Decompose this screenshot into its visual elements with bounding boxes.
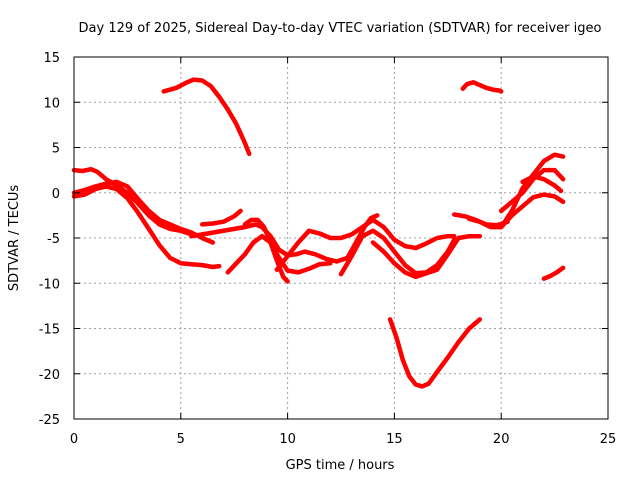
data-series-arc-2 — [460, 80, 504, 94]
x-tick-label: 10 — [279, 432, 296, 447]
y-tick-label: 10 — [43, 96, 60, 111]
data-series-arc-17 — [498, 192, 566, 230]
data-series-arc-19 — [541, 265, 566, 281]
y-axis-label: SDTVAR / TECUs — [7, 185, 22, 292]
y-tick-label: -20 — [39, 368, 60, 383]
x-axis-label: GPS time / hours — [286, 458, 395, 473]
series-group — [71, 77, 566, 389]
data-series-arc-5 — [71, 184, 222, 270]
data-series-arc-16 — [498, 167, 566, 214]
y-tick-label: -25 — [39, 413, 60, 428]
chart-title: Day 129 of 2025, Sidereal Day-to-day VTE… — [79, 21, 602, 36]
data-series-arc-1 — [161, 77, 252, 157]
y-tick-label: 0 — [52, 187, 60, 202]
axis-ticks: 0 5 10 15 20 25 -25 -20 -15 -10 -5 0 5 10 15 — [39, 51, 617, 447]
data-series-arc-6 — [199, 208, 243, 227]
y-tick-label: 15 — [43, 51, 60, 66]
data-series-arc-4 — [71, 179, 216, 245]
data-series-arc-10 — [274, 217, 457, 272]
y-tick-label: -10 — [39, 277, 60, 292]
x-tick-label: 25 — [600, 432, 617, 447]
x-tick-label: 15 — [386, 432, 403, 447]
data-series-arc-15 — [466, 152, 566, 230]
y-tick-label: 5 — [52, 142, 60, 157]
data-series-arc-11 — [338, 228, 457, 277]
data-series-arc-13 — [387, 317, 483, 389]
y-tick-label: -5 — [47, 232, 60, 247]
data-series-arc-3 — [71, 166, 194, 237]
data-series-arc-12 — [370, 233, 483, 280]
data-series-arc-18 — [520, 174, 564, 194]
x-tick-label: 0 — [70, 432, 78, 447]
data-series-arc-9 — [242, 217, 290, 284]
data-series-arc-7 — [189, 213, 380, 264]
x-tick-label: 20 — [493, 432, 510, 447]
x-tick-label: 5 — [177, 432, 185, 447]
y-tick-label: -15 — [39, 323, 60, 338]
